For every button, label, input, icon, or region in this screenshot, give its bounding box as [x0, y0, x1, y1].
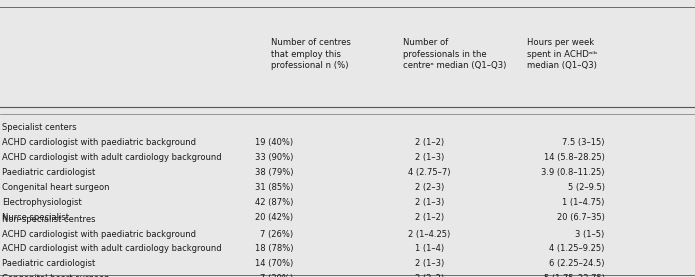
Text: 7 (30%): 7 (30%): [260, 275, 293, 277]
Text: 1 (1–4): 1 (1–4): [415, 245, 444, 253]
Text: 2 (1–3): 2 (1–3): [415, 260, 444, 268]
Text: 3 (1–5): 3 (1–5): [575, 230, 605, 238]
Text: 20 (42%): 20 (42%): [255, 213, 293, 222]
Text: 2 (1–4.25): 2 (1–4.25): [409, 230, 450, 238]
Text: Nurse specialist: Nurse specialist: [2, 213, 69, 222]
Text: 5 (2–9.5): 5 (2–9.5): [568, 183, 605, 192]
Text: ACHD cardiologist with adult cardiology background: ACHD cardiologist with adult cardiology …: [2, 245, 222, 253]
Text: 18 (78%): 18 (78%): [255, 245, 293, 253]
Text: 2 (1–2): 2 (1–2): [415, 213, 444, 222]
Text: 33 (90%): 33 (90%): [255, 153, 293, 162]
Text: 5 (1.75–23.75): 5 (1.75–23.75): [543, 275, 605, 277]
Text: Number of centres
that employ this
professional n (%): Number of centres that employ this profe…: [271, 38, 351, 70]
Text: 14 (5.8–28.25): 14 (5.8–28.25): [543, 153, 605, 162]
Text: 4 (1.25–9.25): 4 (1.25–9.25): [549, 245, 605, 253]
Text: Paediatric cardiologist: Paediatric cardiologist: [2, 260, 95, 268]
Text: 2 (1–3): 2 (1–3): [415, 153, 444, 162]
Text: Number of
professionals in the
centreᵃ median (Q1–Q3): Number of professionals in the centreᵃ m…: [403, 38, 507, 70]
Text: 2 (2–3): 2 (2–3): [415, 183, 444, 192]
Text: ACHD cardiologist with paediatric background: ACHD cardiologist with paediatric backgr…: [2, 138, 196, 147]
Text: ACHD cardiologist with paediatric background: ACHD cardiologist with paediatric backgr…: [2, 230, 196, 238]
Text: 14 (70%): 14 (70%): [255, 260, 293, 268]
Text: 2 (1–3): 2 (1–3): [415, 198, 444, 207]
Text: Hours per week
spent in ACHDᵃⁱᵇ
median (Q1–Q3): Hours per week spent in ACHDᵃⁱᵇ median (…: [527, 38, 597, 70]
Text: 6 (2.25–24.5): 6 (2.25–24.5): [549, 260, 605, 268]
Text: 2 (1–2): 2 (1–2): [415, 138, 444, 147]
Text: Congenital heart surgeon: Congenital heart surgeon: [2, 275, 110, 277]
Text: 3.9 (0.8–11.25): 3.9 (0.8–11.25): [541, 168, 605, 177]
Text: 19 (40%): 19 (40%): [255, 138, 293, 147]
Text: ACHD cardiologist with adult cardiology background: ACHD cardiologist with adult cardiology …: [2, 153, 222, 162]
Text: Non-specialist centres: Non-specialist centres: [2, 215, 96, 224]
Text: Paediatric cardiologist: Paediatric cardiologist: [2, 168, 95, 177]
Text: 31 (85%): 31 (85%): [255, 183, 293, 192]
Text: 7.5 (3–15): 7.5 (3–15): [562, 138, 605, 147]
Text: 2 (2–2): 2 (2–2): [415, 275, 444, 277]
Text: 1 (1–4.75): 1 (1–4.75): [562, 198, 605, 207]
Text: 7 (26%): 7 (26%): [260, 230, 293, 238]
Text: 4 (2.75–7): 4 (2.75–7): [408, 168, 451, 177]
Text: 20 (6.7–35): 20 (6.7–35): [557, 213, 605, 222]
Text: 38 (79%): 38 (79%): [255, 168, 293, 177]
Text: 42 (87%): 42 (87%): [255, 198, 293, 207]
Text: Congenital heart surgeon: Congenital heart surgeon: [2, 183, 110, 192]
Text: Electrophysiologist: Electrophysiologist: [2, 198, 82, 207]
Text: Specialist centers: Specialist centers: [2, 123, 76, 132]
